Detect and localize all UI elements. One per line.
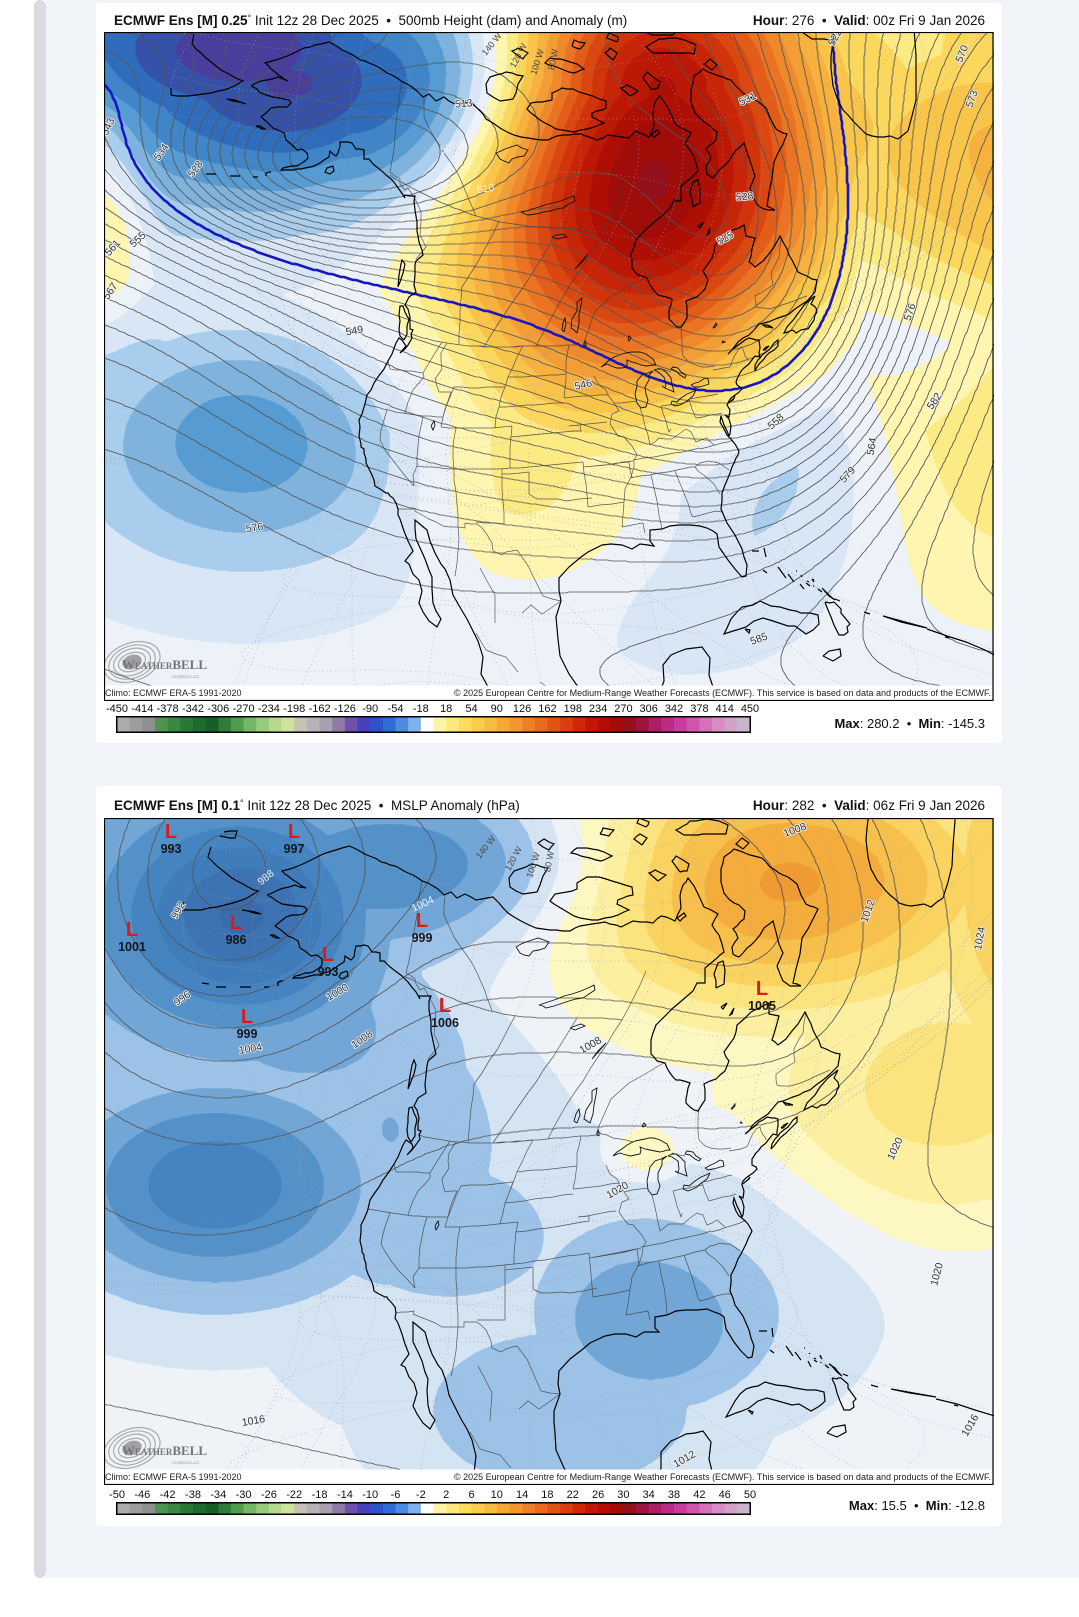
svg-text:L: L <box>165 821 177 843</box>
svg-text:L: L <box>241 1006 253 1028</box>
svg-text:993: 993 <box>318 965 339 979</box>
svg-text:L: L <box>230 912 242 934</box>
svg-text:L: L <box>126 919 138 941</box>
svg-text:1024: 1024 <box>972 926 988 951</box>
svg-text:L: L <box>756 978 768 1000</box>
svg-text:528: 528 <box>735 190 754 203</box>
svg-text:1016: 1016 <box>241 1413 266 1429</box>
svg-text:L: L <box>322 944 334 966</box>
svg-text:80 W: 80 W <box>546 48 560 71</box>
svg-text:564: 564 <box>865 437 880 456</box>
svg-text:549: 549 <box>345 324 364 339</box>
svg-text:999: 999 <box>412 931 433 945</box>
svg-text:Analytics LLC: Analytics LLC <box>172 1460 200 1465</box>
svg-text:80 W: 80 W <box>542 850 556 873</box>
svg-text:576: 576 <box>245 521 264 535</box>
svg-text:997: 997 <box>284 842 305 856</box>
svg-text:L: L <box>439 995 451 1017</box>
svg-text:986: 986 <box>226 933 247 947</box>
svg-text:999: 999 <box>237 1027 258 1041</box>
svg-text:WEATHERBELL: WEATHERBELL <box>122 657 207 672</box>
svg-text:L: L <box>416 910 428 932</box>
svg-text:L: L <box>288 821 300 843</box>
svg-text:1001: 1001 <box>118 940 146 954</box>
svg-text:507: 507 <box>439 140 460 157</box>
svg-text:1005: 1005 <box>748 999 776 1013</box>
svg-text:510: 510 <box>476 182 495 196</box>
svg-text:513: 513 <box>454 97 473 110</box>
svg-text:Analytics LLC: Analytics LLC <box>172 674 200 679</box>
svg-text:WEATHERBELL: WEATHERBELL <box>122 1443 207 1458</box>
svg-text:1006: 1006 <box>431 1016 459 1030</box>
svg-text:546: 546 <box>574 377 594 392</box>
svg-text:1004: 1004 <box>238 1041 263 1057</box>
svg-text:993: 993 <box>161 842 182 856</box>
